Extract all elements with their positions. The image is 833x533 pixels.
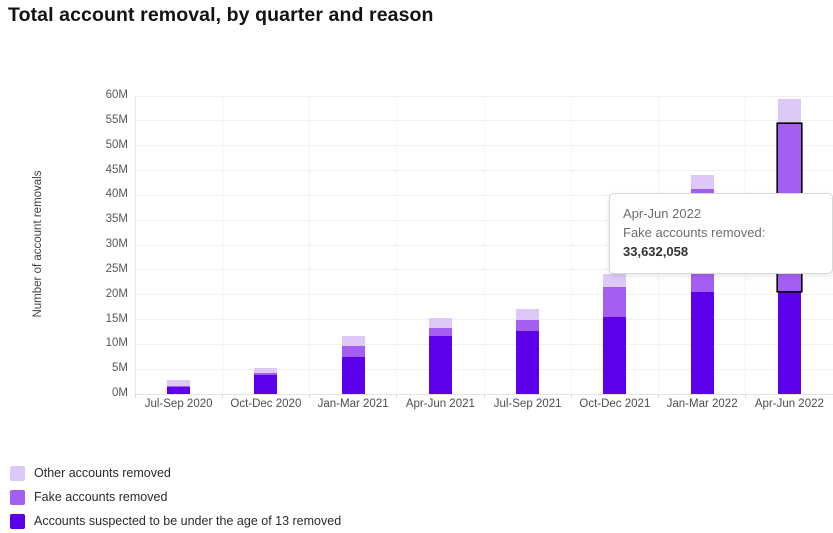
x-axis-tick	[745, 394, 747, 398]
x-axis-tick	[309, 394, 310, 398]
bar-segment-other[interactable]	[603, 274, 627, 288]
bar-segment-other[interactable]	[341, 336, 365, 346]
y-tick-label: 20M	[105, 287, 128, 300]
x-axis-tick	[396, 394, 398, 398]
y-tick-label: 30M	[105, 238, 128, 250]
legend-swatch-fake	[10, 489, 25, 505]
x-tick-label: Jul-Sep 2020	[144, 398, 213, 410]
chart-title: Total account removal, by quarter and re…	[8, 4, 434, 26]
bar-segment-fake[interactable]	[428, 327, 452, 337]
y-tick-label: 35M	[105, 213, 128, 226]
tooltip-label: Fake accounts removed:	[623, 224, 766, 240]
legend-swatch-other	[10, 465, 25, 481]
legend-label-other: Other accounts removed	[34, 466, 171, 480]
bar-segment-under13[interactable]	[777, 291, 801, 394]
legend-swatch-under13	[10, 513, 25, 529]
bar-segment-under13[interactable]	[341, 356, 365, 394]
bar-segment-other[interactable]	[777, 99, 801, 125]
hover-tooltip: Apr-Jun 2022 Fake accounts removed: 33,6…	[609, 193, 833, 274]
x-tick-label: Apr-Jun 2022	[754, 398, 824, 410]
category-separator	[570, 96, 572, 394]
bar-segment-other[interactable]	[428, 318, 452, 328]
y-tick-label: 40M	[105, 188, 128, 201]
y-tick-label: 45M	[105, 163, 128, 176]
chart-area: Number of account removals 0M 5M 10M 15M 20M…	[32, 89, 833, 410]
category-separator	[221, 96, 223, 394]
legend: Other accounts removed Fake accounts rem…	[10, 461, 341, 533]
bar-segment-under13[interactable]	[254, 374, 278, 394]
x-tick-label: Oct-Dec 2021	[579, 398, 651, 410]
bar-segment-fake[interactable]	[516, 320, 540, 331]
bar-segment-under13[interactable]	[167, 387, 191, 394]
legend-item-other[interactable]: Other accounts removed	[10, 461, 341, 485]
y-tick-label: 5M	[112, 362, 128, 375]
x-tick-label: Apr-Jun 2021	[405, 398, 475, 410]
category-separator	[483, 96, 485, 394]
x-tick-label: Jan-Mar 2022	[666, 398, 738, 410]
tooltip-category: Apr-Jun 2022	[623, 206, 702, 221]
y-axis-title: Number of account removals	[32, 170, 44, 318]
tooltip-series-value: Fake accounts removed: 33,632,058	[623, 224, 819, 262]
tooltip-value: 33,632,058	[623, 243, 689, 259]
bar-segment-other[interactable]	[516, 309, 540, 320]
x-axis-tick	[134, 394, 136, 398]
category-separator	[396, 96, 398, 394]
bar-segment-other[interactable]	[167, 380, 191, 387]
bar-segment-under13[interactable]	[428, 336, 452, 394]
bar-segment-fake[interactable]	[167, 386, 191, 388]
bar-segment-under13[interactable]	[516, 330, 540, 394]
legend-label-fake: Fake accounts removed	[34, 490, 168, 504]
bar-segment-fake[interactable]	[341, 345, 365, 357]
category-separator	[309, 96, 310, 394]
y-tick-label: 60M	[105, 89, 128, 101]
x-axis-tick	[570, 394, 572, 398]
legend-label-under13: Accounts suspected to be under the age o…	[34, 514, 342, 528]
y-tick-label: 0M	[112, 387, 128, 399]
bar-segment-under13[interactable]	[690, 291, 714, 394]
y-tick-label: 15M	[105, 312, 128, 325]
y-tick-label: 50M	[105, 138, 128, 151]
x-tick-label: Oct-Dec 2020	[230, 398, 302, 410]
x-tick-label: Jan-Mar 2021	[317, 398, 389, 410]
legend-item-fake[interactable]: Fake accounts removed	[10, 485, 341, 509]
x-axis-tick	[221, 394, 223, 398]
bar-segment-under13[interactable]	[603, 317, 627, 394]
bar-segment-fake[interactable]	[254, 373, 278, 375]
bar-segment-fake[interactable]	[603, 287, 627, 318]
y-tick-label: 25M	[105, 262, 128, 275]
y-tick-label: 10M	[105, 337, 128, 350]
x-axis-tick	[658, 394, 659, 398]
bar-segment-other[interactable]	[254, 367, 278, 374]
x-axis-tick	[483, 394, 485, 398]
x-tick-label: Jul-Sep 2021	[493, 398, 562, 410]
y-tick-label: 55M	[105, 113, 128, 126]
bar-segment-other[interactable]	[690, 174, 714, 189]
legend-item-under13[interactable]: Accounts suspected to be under the age o…	[10, 509, 341, 533]
